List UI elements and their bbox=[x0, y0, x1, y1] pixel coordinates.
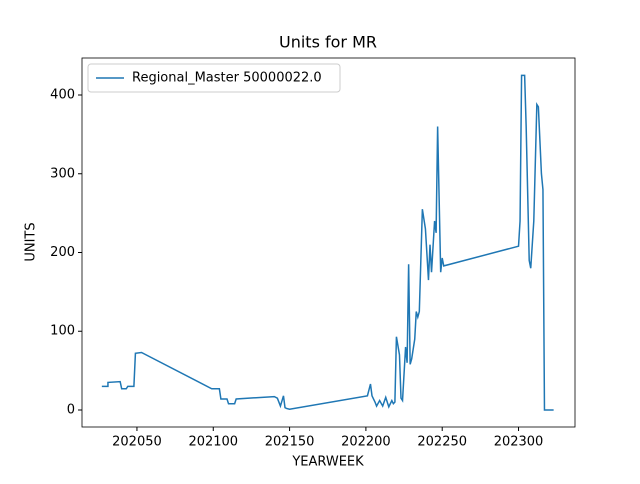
legend-box bbox=[87, 63, 341, 93]
x-tick-label: 202150 bbox=[265, 435, 315, 450]
x-tick-label: 202200 bbox=[341, 435, 391, 450]
y-tick-label: 300 bbox=[50, 166, 75, 181]
x-tick-label: 202300 bbox=[494, 435, 544, 450]
chart-title: Units for MR bbox=[279, 33, 377, 52]
y-axis-label: UNITS bbox=[24, 222, 39, 261]
y-tick-label: 400 bbox=[50, 88, 75, 103]
x-tick-label: 202050 bbox=[112, 435, 162, 450]
x-tick-label: 202250 bbox=[417, 435, 467, 450]
y-tick-label: 0 bbox=[67, 402, 75, 417]
legend-label: Regional_Master 50000022.0 bbox=[132, 71, 322, 86]
plot-frame bbox=[81, 57, 576, 428]
y-tick-label: 200 bbox=[50, 245, 75, 260]
y-tick-label: 100 bbox=[50, 324, 75, 339]
x-axis-label: YEARWEEK bbox=[291, 455, 364, 470]
line-series bbox=[101, 74, 554, 411]
x-tick-label: 202100 bbox=[188, 435, 238, 450]
